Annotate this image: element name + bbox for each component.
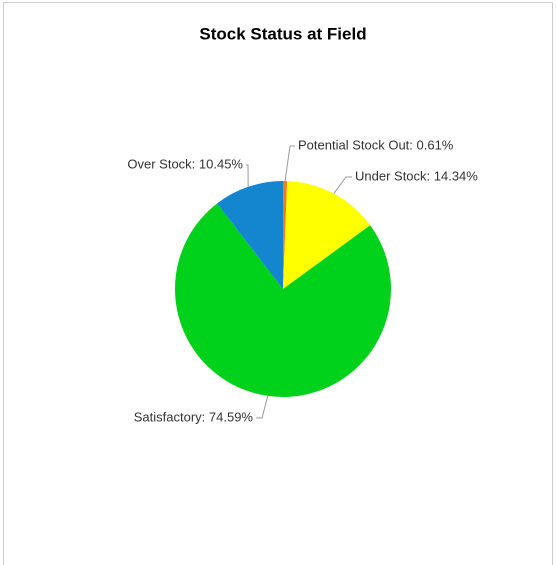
- data-label: Over Stock: 10.45%: [127, 156, 243, 171]
- data-label: Under Stock: 14.34%: [355, 168, 478, 183]
- pie-slice: [175, 203, 391, 398]
- pie-slice: [283, 181, 288, 289]
- leader-line: [284, 145, 295, 182]
- leader-line: [246, 164, 249, 187]
- data-label: Potential Stock Out: 0.61%: [298, 137, 454, 152]
- chart-title: Stock Status at Field: [199, 24, 366, 43]
- data-label: Satisfactory: 74.59%: [134, 409, 254, 424]
- leader-line: [256, 395, 269, 419]
- leader-line: [333, 176, 352, 194]
- frame: [3, 2, 553, 565]
- pie-slice: [283, 181, 371, 289]
- pie-slice: [217, 181, 283, 289]
